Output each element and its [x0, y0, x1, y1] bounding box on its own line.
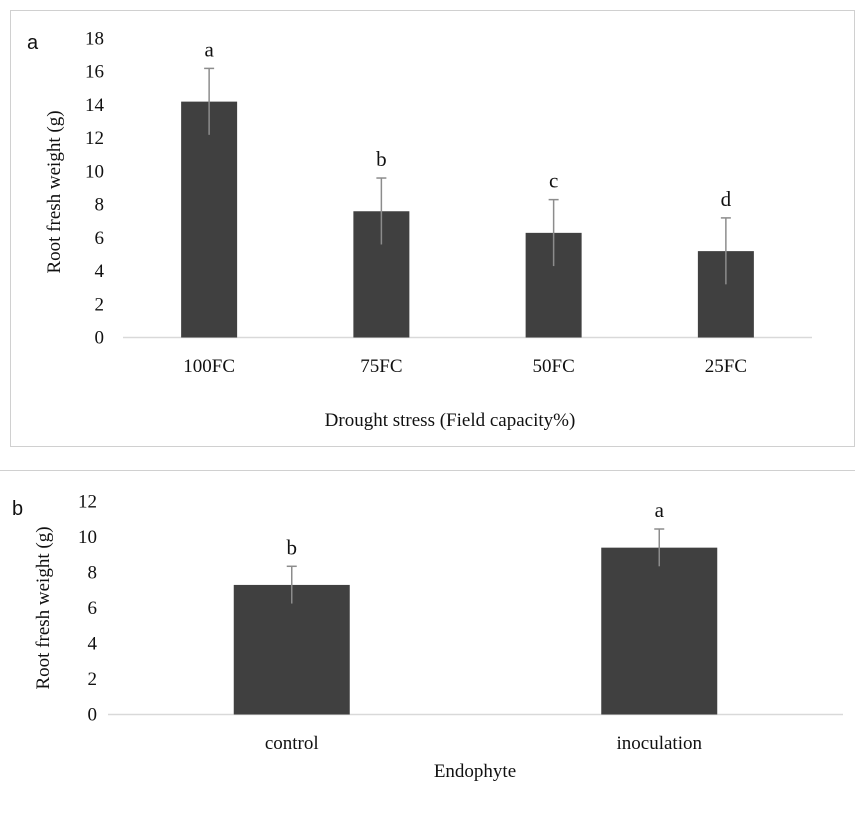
panel-b-y-tick-label: 4 — [88, 634, 98, 655]
panel-a-category-label: 100FC — [183, 356, 235, 377]
panel-a-y-tick-label: 16 — [85, 62, 104, 83]
panel-a-label: a — [27, 32, 39, 54]
panel-b-x-axis-title: Endophyte — [434, 761, 516, 782]
panel-a-significance-letter: a — [204, 37, 214, 61]
panel-a-y-axis-title: Root fresh weight (g) — [44, 110, 65, 273]
panel-a-category-label: 25FC — [705, 356, 747, 377]
panel-b-y-tick-label: 8 — [88, 563, 98, 584]
panel-a-plot-area: 0 2 4 6 8 10 12 14 16 18 a 100FC b 75FC c 50FC d 25FC — [85, 29, 754, 377]
panel-a-y-tick-label: 0 — [95, 328, 105, 349]
panel-b-y-tick-label: 12 — [78, 492, 97, 513]
panel-b-bar — [233, 584, 350, 715]
panel-b-plot-area: 0 2 4 6 8 10 12 b control a inoculation — [78, 492, 718, 754]
panel-b-category-label: control — [265, 733, 319, 754]
panel-a-y-tick-label: 8 — [95, 195, 105, 216]
panel-a-y-tick-label: 18 — [85, 29, 104, 50]
panel-a-y-tick-label: 2 — [95, 294, 105, 315]
panel-a-significance-letter: c — [549, 169, 558, 193]
panel-a-y-tick-label: 10 — [85, 161, 104, 182]
panel-a-bar — [181, 101, 238, 338]
panel-b-y-tick-label: 10 — [78, 527, 97, 548]
panel-a-significance-letter: b — [376, 147, 387, 171]
panel-b-y-tick-label: 6 — [88, 598, 98, 619]
panel-a-y-tick-label: 6 — [95, 228, 105, 249]
panel-a-frame — [10, 10, 855, 447]
panel-b-bar — [601, 547, 718, 715]
panel-a-significance-letter: d — [721, 187, 732, 211]
panel-a-y-tick-label: 12 — [85, 128, 104, 149]
panel-a-x-axis-title: Drought stress (Field capacity%) — [325, 410, 576, 431]
panel-b-label: b — [12, 498, 23, 520]
panel-b-significance-letter: a — [655, 498, 665, 522]
panel-b-significance-letter: b — [287, 535, 298, 559]
panel-a-category-label: 50FC — [533, 356, 575, 377]
panel-a-y-tick-label: 14 — [85, 95, 105, 116]
panel-b-y-axis-title: Root fresh weight (g) — [33, 526, 54, 689]
panel-b-y-tick-label: 0 — [88, 705, 98, 726]
panel-a-y-tick-label: 4 — [95, 261, 105, 282]
panel-b-category-label: inoculation — [617, 733, 703, 754]
panel-b-y-tick-label: 2 — [88, 669, 98, 690]
panel-a-category-label: 75FC — [360, 356, 402, 377]
